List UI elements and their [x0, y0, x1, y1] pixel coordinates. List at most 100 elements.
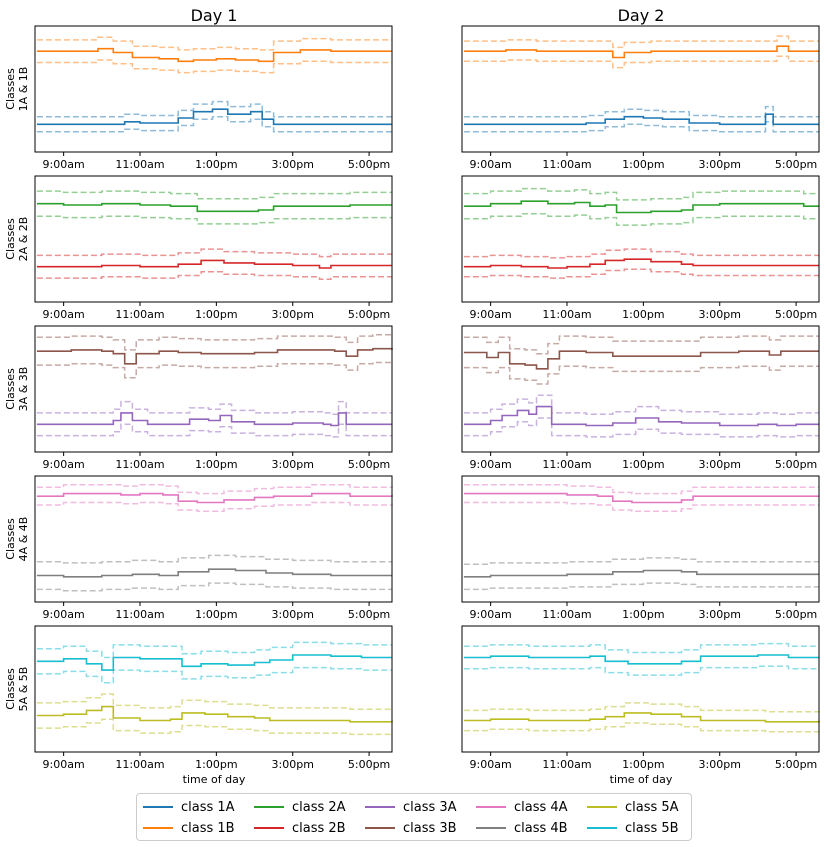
series-line-3a [463, 405, 819, 427]
upper-band-4b [463, 557, 819, 565]
x-tick-label: 3:00pm [272, 758, 314, 771]
lower-band-5a [36, 718, 393, 736]
x-tick-label: 11:00am [115, 758, 164, 771]
series-line-2b [36, 259, 392, 269]
upper-band-1b [463, 35, 819, 49]
lower-band-1b [463, 55, 819, 69]
upper-band-4b [36, 554, 392, 564]
upper-band-3b [36, 334, 393, 351]
x-tick-label: 1:00pm [622, 608, 664, 621]
legend-label-1b: class 1B [181, 820, 235, 836]
axes-frame [461, 175, 820, 303]
series-line-2b [463, 258, 819, 269]
panel-1-2: 9:00am 11:00am 1:00pm 3:00pm 5:00pm [34, 175, 393, 321]
lower-band-4b [463, 582, 819, 591]
x-axis-label-day1: time of day [183, 773, 246, 786]
x-tick-label: 1:00pm [622, 458, 664, 471]
legend-line-1b [143, 827, 173, 829]
x-tick-label: 11:00am [115, 158, 164, 171]
series-line-4b [36, 568, 392, 578]
lower-band-3b [463, 365, 819, 385]
x-axis-label-day2: time of day [610, 773, 673, 786]
series-line-5b [463, 654, 819, 665]
lower-band-3a [463, 417, 819, 438]
axes-frame [34, 25, 393, 153]
x-tick-label: 5:00pm [348, 758, 390, 771]
x-tick-label: 1:00pm [195, 608, 237, 621]
legend-label-1a: class 1A [181, 799, 235, 815]
series-line-1b [36, 47, 392, 63]
upper-band-3b [463, 335, 819, 355]
lower-band-2b [36, 271, 392, 281]
legend-label-4b: class 4B [514, 820, 568, 836]
legend-line-4b [476, 827, 506, 829]
series-line-1a [463, 113, 819, 126]
panel-2-4: 9:00am 11:00am 1:00pm 3:00pm 5:00pm [461, 475, 820, 621]
x-tick-label: 5:00pm [775, 758, 817, 771]
legend-line-1a [143, 806, 173, 808]
series-line-3b [36, 347, 393, 365]
upper-band-3a [36, 400, 392, 415]
series-line-1a [36, 108, 392, 126]
x-tick-label: 3:00pm [699, 458, 741, 471]
panel-2-3: 9:00am 11:00am 1:00pm 3:00pm 5:00pm [461, 325, 820, 471]
panel-2-2: 9:00am 11:00am 1:00pm 3:00pm 5:00pm [461, 175, 820, 321]
x-tick-label: 3:00pm [699, 158, 741, 171]
row-label-line2: 5A & 5B [17, 667, 30, 712]
legend-line-2b [254, 827, 284, 829]
lower-band-1b [36, 59, 392, 74]
x-tick-label: 5:00pm [348, 458, 390, 471]
legend-item-1b: class 1B [143, 818, 235, 838]
x-tick-label: 11:00am [115, 608, 164, 621]
lower-band-4b [36, 582, 392, 592]
legend-item-5a: class 5A [587, 797, 679, 817]
series-line-3a [36, 412, 392, 427]
legend-label-3b: class 3B [403, 820, 457, 836]
upper-band-5a [36, 693, 393, 710]
panel-1-1: 9:00am 11:00am 1:00pm 3:00pm 5:00pm [34, 25, 393, 171]
axes-frame [461, 325, 820, 453]
x-tick-label: 11:00am [542, 758, 591, 771]
x-tick-label: 5:00pm [348, 308, 390, 321]
row-label-line2: 4A & 4B [17, 517, 30, 562]
panel-1-5: 9:00am 11:00am 1:00pm 3:00pm 5:00pm [34, 625, 393, 771]
upper-band-5a [463, 702, 820, 713]
legend-label-4a: class 4A [514, 799, 568, 815]
axes-frame [34, 325, 393, 453]
row-label-line1: Classes [4, 668, 17, 710]
x-tick-label: 1:00pm [195, 158, 237, 171]
panel-2-1: 9:00am 11:00am 1:00pm 3:00pm 5:00pm [461, 25, 820, 171]
legend-line-5b [587, 827, 617, 829]
axes-frame [461, 625, 820, 753]
row-label-line2: 1A & 1B [17, 67, 30, 112]
x-tick-label: 9:00am [470, 758, 512, 771]
legend-label-2b: class 2B [292, 820, 346, 836]
x-tick-label: 11:00am [542, 308, 591, 321]
legend-item-2a: class 2A [254, 797, 346, 817]
upper-band-1b [36, 36, 392, 51]
series-line-4b [463, 569, 819, 578]
lower-band-2b [463, 268, 819, 279]
lower-band-4a [463, 501, 819, 513]
series-line-4a [36, 492, 393, 504]
row-label-line2: 3A & 3B [17, 367, 30, 412]
legend-item-3a: class 3A [365, 797, 457, 817]
x-tick-label: 5:00pm [775, 308, 817, 321]
series-line-5b [36, 654, 392, 671]
row-label-5: Classes5A & 5B [4, 667, 30, 712]
x-tick-label: 9:00am [43, 158, 85, 171]
x-tick-label: 11:00am [542, 158, 591, 171]
panel-1-4: 9:00am 11:00am 1:00pm 3:00pm 5:00pm [34, 475, 393, 621]
legend-line-3b [365, 827, 395, 829]
x-tick-label: 9:00am [43, 458, 85, 471]
x-tick-label: 5:00pm [775, 458, 817, 471]
x-tick-label: 1:00pm [622, 308, 664, 321]
row-label-line2: 2A & 2B [17, 217, 30, 262]
x-tick-label: 3:00pm [699, 758, 741, 771]
axes-frame [34, 625, 393, 753]
lower-band-5a [463, 722, 820, 733]
x-tick-label: 3:00pm [699, 608, 741, 621]
upper-band-1a [36, 100, 392, 118]
upper-band-5b [36, 641, 392, 659]
axes-frame [461, 475, 820, 603]
